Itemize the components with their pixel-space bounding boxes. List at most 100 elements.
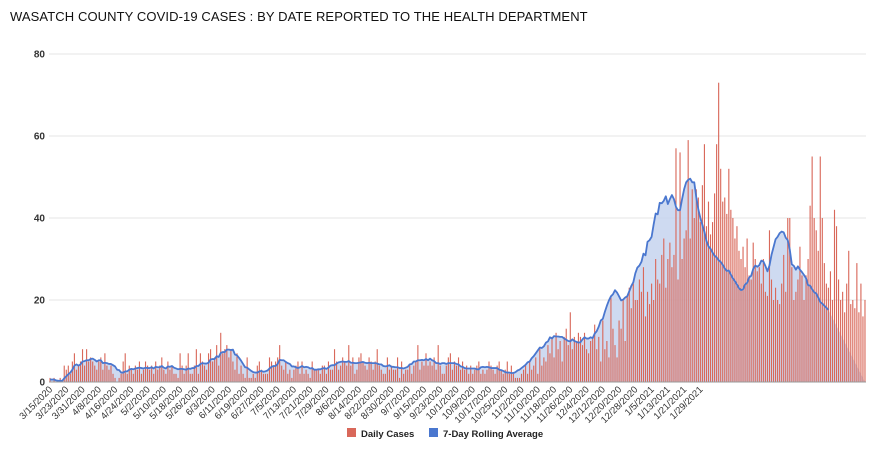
daily-case-bar: [417, 345, 419, 382]
daily-case-bar: [516, 377, 519, 382]
daily-case-bar: [338, 369, 340, 382]
legend-label-daily-cases: Daily Cases: [361, 429, 414, 440]
daily-case-bar: [661, 254, 663, 382]
daily-case-bar: [161, 357, 163, 382]
daily-case-bar: [520, 373, 523, 382]
daily-case-bar: [88, 361, 90, 382]
daily-case-bar: [482, 369, 484, 382]
daily-case-bar: [565, 328, 567, 382]
daily-case-bar: [451, 369, 453, 382]
daily-case-bar: [714, 193, 716, 382]
daily-case-bar: [669, 242, 671, 382]
chart-title: WASATCH COUNTY COVID-19 CASES : BY DATE …: [10, 9, 588, 24]
daily-case-bar: [307, 373, 309, 382]
daily-case-bar: [803, 300, 805, 382]
daily-case-bar: [811, 156, 813, 382]
daily-case-bar: [321, 365, 323, 382]
daily-case-bar: [118, 377, 120, 382]
daily-case-bar: [707, 201, 710, 382]
daily-case-bar: [842, 291, 844, 382]
daily-case-bar: [273, 365, 275, 382]
daily-case-bar: [833, 209, 836, 382]
daily-case-bar: [640, 291, 642, 382]
daily-case-bar: [346, 365, 348, 382]
daily-case-bar: [701, 185, 703, 382]
daily-case-bar: [177, 377, 179, 382]
daily-case-bar: [612, 328, 614, 382]
daily-case-bar: [736, 226, 738, 382]
daily-case-bar: [256, 365, 258, 382]
daily-case-bar: [864, 300, 866, 382]
daily-case-bar: [336, 361, 338, 382]
daily-case-bar: [175, 373, 177, 382]
daily-case-bar: [734, 238, 736, 382]
daily-case-bar: [673, 254, 675, 382]
daily-case-bar: [84, 365, 86, 382]
daily-case-bar: [596, 349, 598, 382]
daily-case-bar: [191, 373, 193, 382]
daily-case-bar: [368, 357, 370, 382]
daily-case-bar: [762, 259, 764, 382]
daily-case-bar: [390, 365, 393, 382]
daily-case-bar: [738, 250, 740, 382]
daily-case-bar: [677, 279, 679, 382]
daily-case-bar: [718, 82, 720, 382]
daily-case-bar: [679, 152, 681, 382]
daily-case-bar: [386, 357, 388, 382]
daily-case-bar: [777, 300, 779, 382]
daily-case-bar: [579, 336, 582, 382]
daily-case-bar: [376, 349, 378, 382]
daily-case-bar: [760, 283, 762, 382]
daily-case-bar: [722, 201, 724, 382]
daily-case-bar: [770, 279, 773, 382]
daily-case-bar: [453, 361, 456, 382]
daily-case-bar: [455, 365, 458, 382]
daily-case-bar: [189, 373, 191, 382]
daily-case-bar: [348, 345, 350, 382]
daily-case-bar: [132, 373, 134, 382]
daily-case-bar: [567, 345, 569, 382]
daily-case-bar: [496, 365, 498, 382]
daily-case-bar: [279, 345, 281, 382]
daily-case-bar: [319, 373, 321, 382]
daily-case-bar: [224, 349, 226, 382]
daily-case-bar: [683, 238, 685, 382]
daily-case-bar: [423, 365, 425, 382]
daily-case-bar: [838, 279, 840, 382]
daily-case-bar: [98, 361, 100, 382]
daily-case-bar: [285, 361, 287, 382]
daily-case-bar: [594, 324, 596, 382]
daily-case-bar: [742, 246, 744, 382]
daily-case-bar: [522, 369, 525, 382]
daily-case-bar: [81, 349, 84, 382]
daily-case-bar: [551, 336, 553, 382]
daily-case-bar: [462, 361, 464, 382]
daily-case-bar: [657, 279, 659, 382]
daily-case-bar: [246, 357, 248, 382]
daily-case-bar: [153, 373, 155, 382]
daily-case-bar: [478, 361, 480, 382]
daily-case-bar: [827, 287, 829, 382]
daily-case-bar: [364, 365, 366, 382]
daily-case-bar: [130, 369, 132, 382]
daily-case-bar: [212, 361, 214, 382]
daily-case-bar: [787, 218, 789, 382]
daily-case-bar: [716, 144, 718, 382]
daily-case-bar: [549, 353, 551, 382]
daily-case-bar: [354, 373, 356, 382]
daily-case-bar: [352, 357, 354, 382]
daily-case-bar: [608, 357, 610, 382]
daily-case-bar: [606, 341, 608, 382]
daily-case-bar: [134, 365, 136, 382]
daily-case-bar: [399, 377, 401, 382]
daily-case-bar: [651, 283, 653, 382]
daily-case-bar: [525, 365, 527, 382]
y-tick-label: 40: [34, 214, 46, 225]
daily-case-bar: [655, 259, 657, 382]
daily-case-bar: [63, 365, 65, 382]
daily-case-bar: [165, 373, 167, 382]
daily-case-bar: [201, 361, 203, 382]
daily-case-bar: [128, 365, 130, 382]
daily-case-bar: [149, 369, 151, 382]
